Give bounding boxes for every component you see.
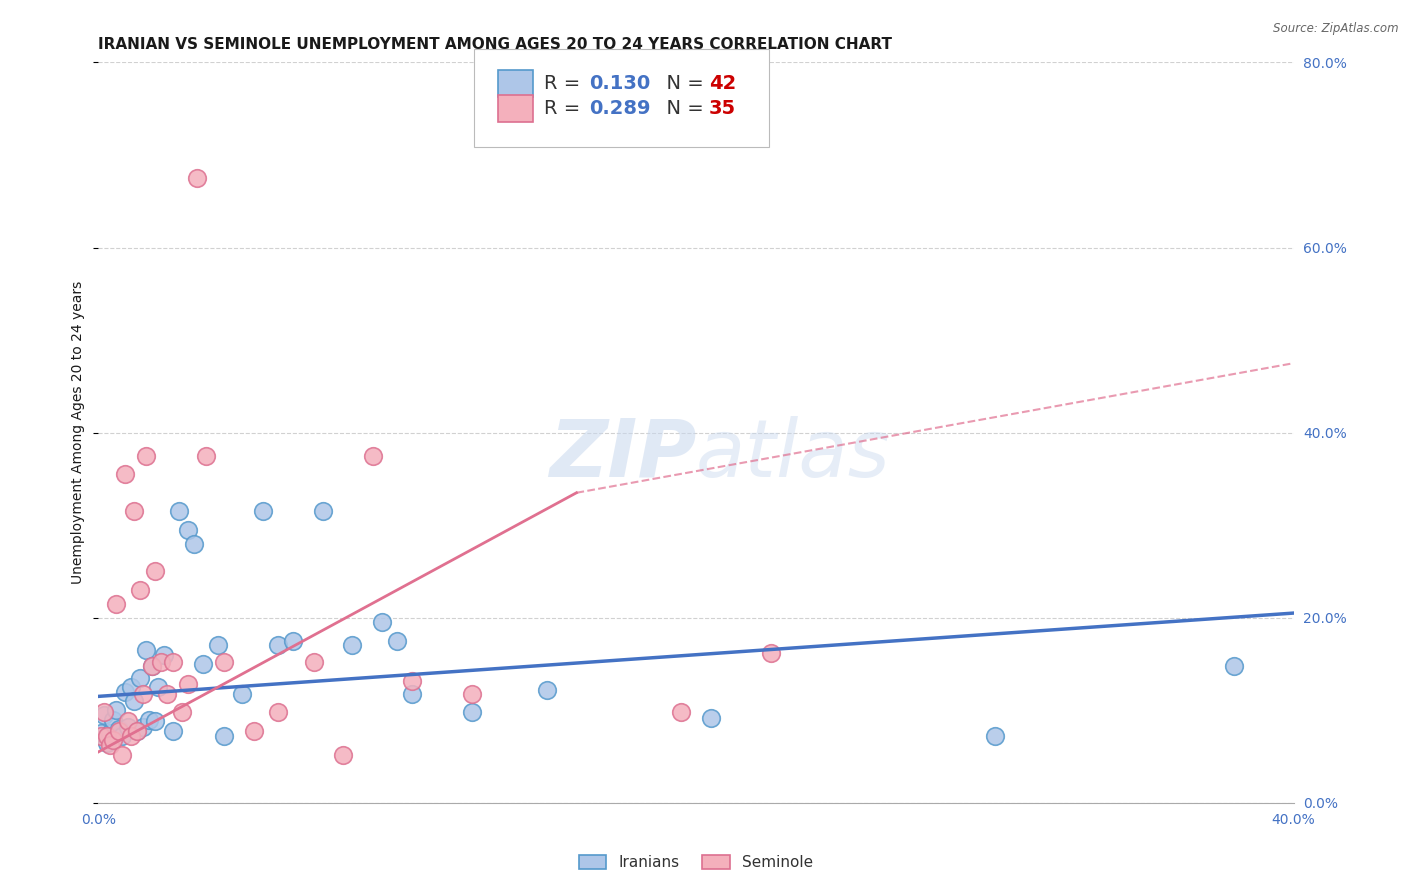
Point: [212, 729, 235, 743]
Point: [167, 504, 190, 518]
Point: [90, 726, 112, 740]
Y-axis label: Unemployment Among Ages 20 to 24 years: Unemployment Among Ages 20 to 24 years: [72, 281, 86, 584]
Point: [332, 747, 354, 762]
Point: [105, 597, 128, 611]
Text: atlas: atlas: [696, 416, 891, 494]
Text: R =: R =: [544, 99, 586, 118]
Point: [148, 680, 170, 694]
Point: [302, 655, 325, 669]
Point: [401, 673, 423, 688]
Point: [984, 729, 1007, 743]
Text: Source: ZipAtlas.com: Source: ZipAtlas.com: [1274, 22, 1399, 36]
Text: 0.130: 0.130: [589, 74, 651, 93]
Point: [669, 705, 692, 719]
Point: [281, 633, 304, 648]
Point: [120, 680, 142, 694]
Point: [385, 633, 409, 648]
Point: [96, 736, 118, 750]
Point: [759, 646, 782, 660]
Text: ZIP: ZIP: [548, 416, 696, 494]
Text: 35: 35: [709, 99, 735, 118]
Point: [124, 504, 146, 518]
Point: [117, 720, 139, 734]
Point: [183, 536, 205, 550]
Point: [177, 523, 200, 537]
Text: N =: N =: [654, 99, 710, 118]
Point: [105, 703, 128, 717]
Point: [108, 722, 131, 736]
Point: [207, 639, 229, 653]
Text: 42: 42: [709, 74, 735, 93]
Point: [141, 658, 163, 673]
Point: [120, 729, 142, 743]
Point: [132, 687, 155, 701]
Point: [114, 685, 136, 699]
Point: [267, 705, 290, 719]
Point: [127, 723, 149, 738]
Point: [111, 729, 134, 743]
Point: [700, 711, 723, 725]
Point: [93, 707, 115, 722]
Point: [371, 615, 394, 630]
Text: N =: N =: [654, 74, 710, 93]
Point: [124, 694, 146, 708]
Point: [267, 639, 290, 653]
Point: [153, 648, 176, 662]
Point: [103, 713, 125, 727]
Point: [135, 449, 157, 463]
Point: [461, 687, 484, 701]
Point: [191, 657, 214, 671]
Point: [212, 655, 235, 669]
Point: [117, 714, 139, 729]
Point: [129, 582, 152, 597]
Point: [162, 723, 184, 738]
Legend: Iranians, Seminole: Iranians, Seminole: [572, 849, 820, 877]
Point: [231, 687, 253, 701]
Point: [195, 449, 218, 463]
Point: [342, 639, 364, 653]
Text: 0.289: 0.289: [589, 99, 651, 118]
Text: IRANIAN VS SEMINOLE UNEMPLOYMENT AMONG AGES 20 TO 24 YEARS CORRELATION CHART: IRANIAN VS SEMINOLE UNEMPLOYMENT AMONG A…: [98, 37, 893, 52]
Point: [93, 705, 115, 719]
Point: [243, 723, 266, 738]
Point: [143, 714, 166, 729]
Text: R =: R =: [544, 74, 586, 93]
Point: [186, 171, 208, 186]
Point: [150, 655, 173, 669]
Point: [141, 658, 163, 673]
Point: [177, 677, 200, 691]
Point: [162, 655, 184, 669]
Point: [172, 705, 194, 719]
Point: [1223, 658, 1246, 673]
Point: [138, 713, 160, 727]
Point: [108, 723, 131, 738]
Point: [98, 726, 122, 740]
Point: [143, 565, 166, 579]
Point: [127, 723, 149, 738]
Point: [461, 705, 484, 719]
Point: [132, 720, 155, 734]
Point: [129, 671, 152, 685]
Point: [96, 729, 118, 743]
Point: [103, 732, 125, 747]
Point: [111, 747, 134, 762]
Point: [156, 687, 179, 701]
Point: [363, 449, 385, 463]
Point: [98, 739, 122, 753]
Point: [311, 504, 333, 518]
Point: [401, 687, 423, 701]
Point: [90, 729, 112, 743]
Point: [135, 643, 157, 657]
Point: [114, 467, 136, 482]
Point: [536, 682, 558, 697]
Point: [252, 504, 274, 518]
